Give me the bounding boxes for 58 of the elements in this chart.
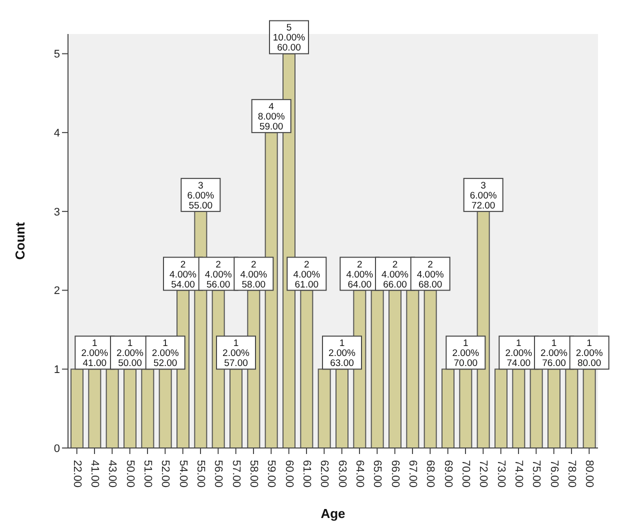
x-tick-label: 56.00: [212, 460, 224, 488]
data-label: 1 2.00% 63.00: [328, 338, 356, 370]
x-tick-label: 52.00: [159, 460, 172, 488]
data-label: 3 6.00% 72.00: [470, 180, 498, 212]
x-tick-label: 64.00: [354, 460, 366, 488]
x-tick-label: 43.00: [106, 460, 118, 488]
x-tick-label: 80.00: [583, 460, 596, 488]
data-label: 2 4.00% 64.00: [346, 259, 374, 290]
data-label: 5 10.00% 60.00: [272, 22, 306, 54]
x-tick-label: 60.00: [282, 460, 295, 488]
x-tick-label: 65.00: [371, 460, 384, 488]
y-tick-label: 1: [54, 364, 60, 376]
data-label: 1 2.00% 76.00: [540, 338, 568, 370]
x-tick-label: 41.00: [88, 460, 100, 488]
data-label: 1 2.00% 70.00: [452, 338, 480, 370]
x-tick-label: 63.00: [336, 460, 348, 488]
x-tick-label: 67.00: [406, 460, 418, 488]
data-label: 2 4.00% 66.00: [382, 259, 410, 290]
x-tick-label: 51.00: [142, 460, 154, 488]
y-tick-label: 2: [54, 285, 60, 298]
x-tick-label: 59.00: [265, 460, 278, 488]
data-label: 2 4.00% 58.00: [240, 259, 268, 290]
data-label: 3 6.00% 55.00: [187, 180, 215, 212]
data-label: 1 2.00% 41.00: [81, 338, 109, 370]
x-axis-title: Age: [320, 506, 346, 521]
y-tick-label: 5: [54, 48, 60, 61]
x-tick-label: 76.00: [548, 460, 560, 488]
x-tick-label: 72.00: [477, 460, 490, 488]
y-tick-label: 4: [54, 127, 60, 140]
x-tick-label: 54.00: [176, 460, 189, 488]
x-tick-label: 78.00: [566, 460, 578, 488]
x-tick-label: 58.00: [248, 460, 260, 488]
data-label: 1 2.00% 50.00: [116, 338, 144, 370]
data-label: 1 2.00% 80.00: [576, 338, 604, 370]
data-label: 1 2.00% 74.00: [505, 338, 533, 370]
y-tick-label: 0: [54, 442, 60, 455]
x-tick-label: 70.00: [460, 460, 472, 488]
x-tick-label: 22.00: [70, 460, 83, 488]
data-label: 2 4.00% 56.00: [204, 259, 232, 290]
x-tick-label: 55.00: [194, 460, 206, 488]
data-label: 2 4.00% 68.00: [416, 259, 444, 290]
data-label: 2 4.00% 54.00: [170, 259, 198, 290]
x-tick-label: 57.00: [230, 460, 242, 488]
data-label: 4 8.00% 59.00: [258, 102, 286, 133]
x-tick-label: 66.00: [388, 460, 401, 488]
y-axis-title: Count: [12, 222, 28, 260]
x-tick-label: 61.00: [300, 460, 312, 488]
x-tick-label: 62.00: [318, 460, 330, 488]
x-tick-label: 69.00: [442, 460, 454, 488]
data-label: 2 4.00% 61.00: [293, 259, 321, 290]
data-label: 1 2.00% 52.00: [152, 338, 180, 370]
x-tick-label: 73.00: [494, 460, 507, 488]
x-tick-label: 74.00: [512, 460, 524, 488]
x-tick-label: 68.00: [424, 460, 436, 488]
data-label: 1 2.00% 57.00: [222, 338, 250, 370]
y-tick-label: 3: [54, 206, 60, 218]
x-tick-label: 50.00: [124, 460, 136, 488]
x-tick-label: 75.00: [530, 460, 542, 488]
